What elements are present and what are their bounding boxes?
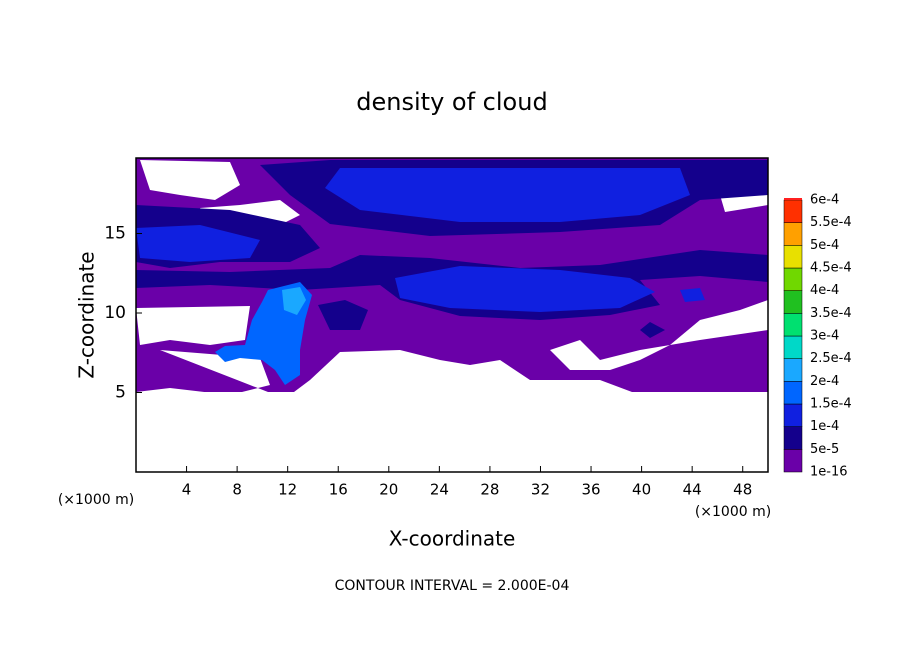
plot-frame [135,157,769,473]
colorbar-box [783,381,803,405]
x-tick-label: 28 [480,481,499,499]
x-tick-label: 20 [379,481,398,499]
x-tick-label: 12 [278,481,297,499]
colorbar-label: 5e-4 [810,238,839,253]
x-tick-label: 48 [733,481,752,499]
colorbar-label: 6e-4 [810,193,839,208]
colorbar-box [783,267,803,291]
colorbar-box [783,449,803,473]
x-tick-label: 40 [632,481,651,499]
colorbar-label: 5.5e-4 [810,215,852,230]
x-tick-label: 36 [581,481,600,499]
colorbar-box [783,313,803,337]
x-tick-label: 8 [232,481,242,499]
colorbar-box [784,198,802,200]
x-tick-label: 4 [182,481,192,499]
contour-region [136,168,705,312]
x-tick-label: 44 [683,481,702,499]
x-tick-label: 32 [531,481,550,499]
x-unit: (×1000 m) [695,504,771,520]
y-unit: (×1000 m) [58,492,134,508]
no-data-region [136,160,768,470]
contour-field [136,158,768,470]
x-tick-label: 24 [430,481,449,499]
contour-region [282,287,306,315]
colorbar-box [783,335,803,359]
colorbar-box [783,222,803,246]
colorbar-box [783,358,803,382]
colorbar-box [783,199,803,223]
colorbar-box [783,290,803,314]
y-tick-label: 15 [104,224,126,244]
colorbar-label: 2e-4 [810,374,839,389]
colorbar-box [783,245,803,269]
y-axis-label: Z-coordinate [75,251,99,378]
colorbar-box [783,403,803,427]
y-tick-label: 5 [115,383,126,403]
y-tick-label: 10 [104,303,126,323]
colorbar-label: 4e-4 [810,283,839,298]
colorbar-label: 1e-16 [810,465,848,480]
colorbar-label: 3e-4 [810,329,839,344]
colorbar-label: 1e-4 [810,419,839,434]
chart-title: density of cloud [356,88,547,116]
colorbar-label: 5e-5 [810,442,839,457]
x-axis-label: X-coordinate [389,527,516,551]
colorbar-label: 1.5e-4 [810,397,852,412]
colorbar-label: 4.5e-4 [810,261,852,276]
footer: CONTOUR INTERVAL = 2.000E-04 [335,578,570,594]
colorbar-box [783,426,803,450]
colorbar-label: 3.5e-4 [810,306,852,321]
x-tick-label: 16 [329,481,348,499]
colorbar-label: 2.5e-4 [810,351,852,366]
